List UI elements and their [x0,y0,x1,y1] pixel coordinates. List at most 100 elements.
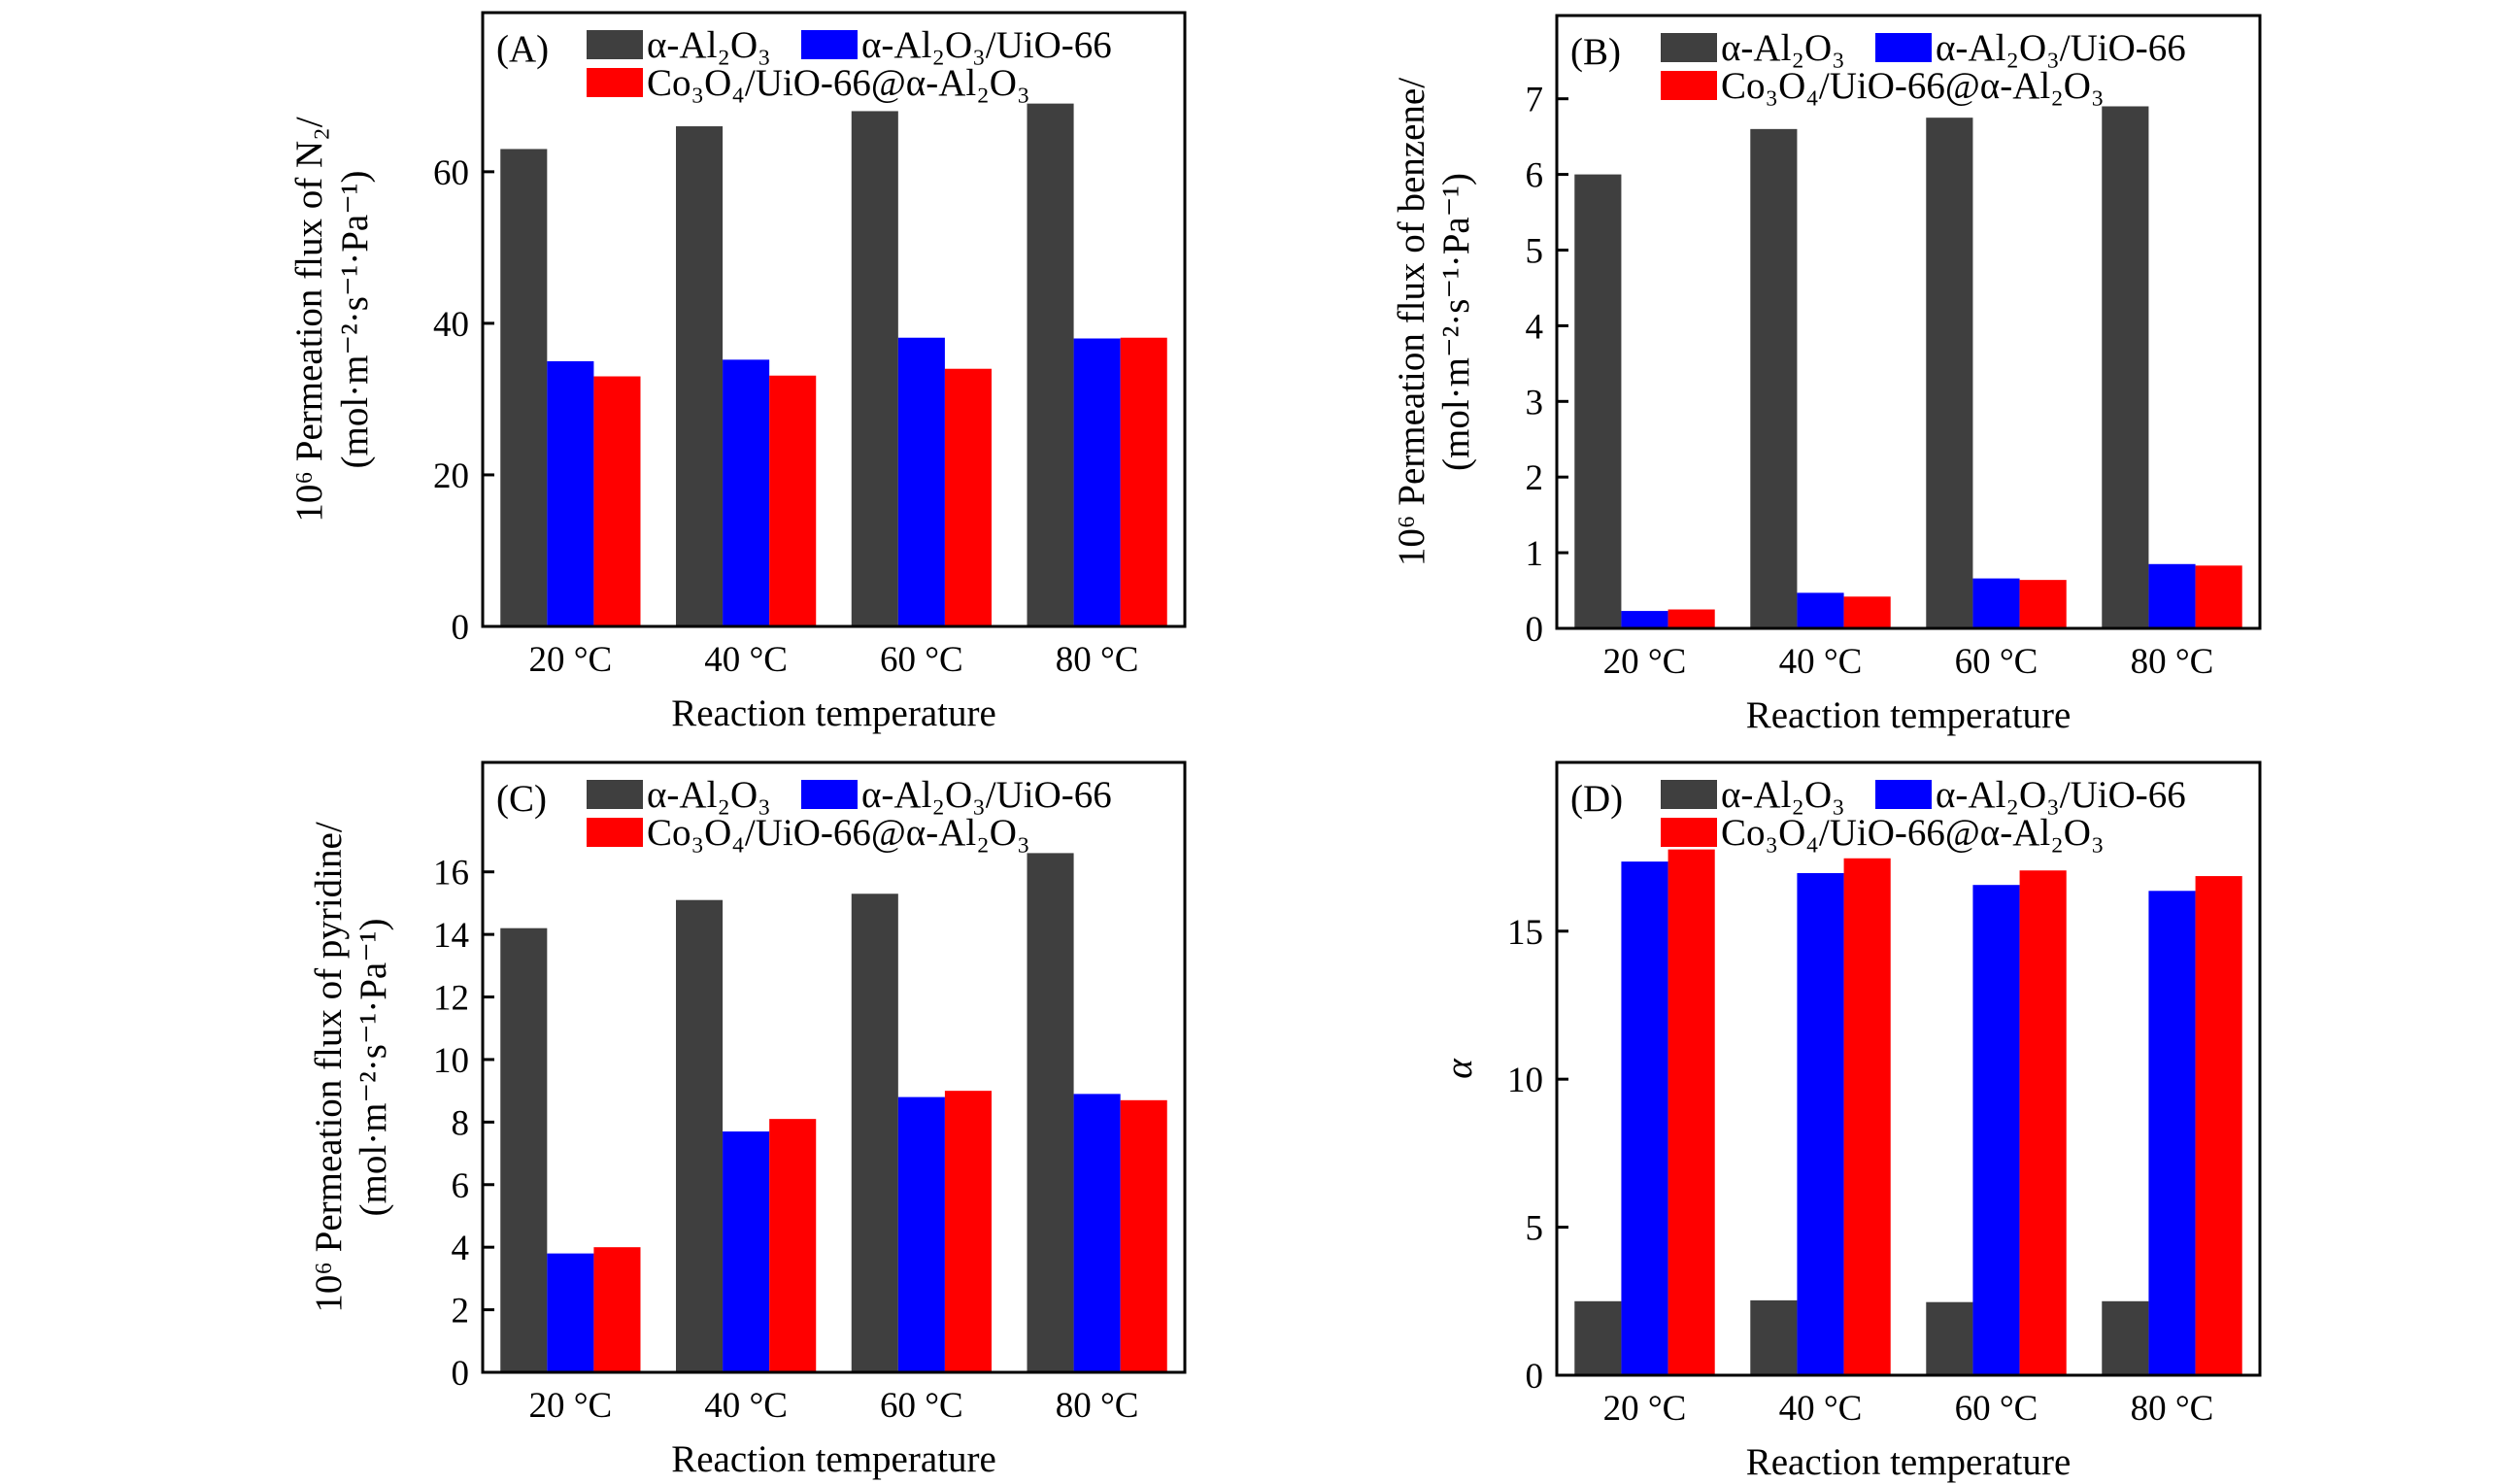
chart-panel-d: 0 5 10 15 20 °C 40 °C 60 °C 80 °C Reaction tempe… [1438,760,2262,1483]
bar-alpha_al2o3_uio66-3 [2148,891,2196,1375]
y-tick-label: 60 [433,153,469,193]
legend: α-Al₂O₃ α-Al₂O₃/UiO-66Co₃O₄/UiO-66@α-Al₂O… [587,774,1112,854]
bar-co3o4_uio66_al2o3-1 [1843,858,1891,1375]
legend-label-co3o4_uio66_al2o3: Co₃O₄/UiO-66@α-Al₂O₃ [647,62,1030,104]
y-axis-label: 10⁶ Permeation flux of benzene/ [1391,78,1432,566]
y-tick-label: 5 [1526,1209,1544,1249]
x-tick-label: 80 °C [2131,642,2214,682]
legend-label-alpha_al2o3: α-Al₂O₃ [1721,774,1845,816]
legend-label-alpha_al2o3_uio66: α-Al₂O₃/UiO-66 [861,24,1112,66]
chart-panel-a: 0 20 40 60 20 °C 40 °C 60 °C 80 °C Reaction temp… [288,11,1187,734]
bar-alpha_al2o3_uio66-1 [1797,873,1844,1375]
y-tick-label: 3 [1526,383,1544,422]
bar-co3o4_uio66_al2o3-0 [1668,849,1715,1375]
bar-alpha_al2o3_uio66-2 [1972,578,2020,628]
x-tick-label: 80 °C [2131,1389,2214,1429]
y-axis-label: (mol·m⁻²·s⁻¹·Pa⁻¹) [334,171,376,469]
bar-alpha_al2o3_uio66-2 [897,337,945,626]
legend-swatch-co3o4_uio66_al2o3 [1661,818,1717,847]
bar-co3o4_uio66_al2o3-3 [1120,337,1167,626]
legend-label-co3o4_uio66_al2o3: Co₃O₄/UiO-66@α-Al₂O₃ [1721,65,2105,107]
bar-co3o4_uio66_al2o3-0 [593,376,641,626]
y-tick-label: 1 [1526,534,1544,574]
x-axis-label: Reaction temperature [671,1438,996,1480]
bar-alpha_al2o3-2 [1926,1301,1973,1375]
legend-swatch-alpha_al2o3 [587,30,643,59]
x-tick-label: 80 °C [1056,640,1139,680]
bar-alpha_al2o3-3 [1027,853,1074,1372]
legend: α-Al₂O₃ α-Al₂O₃/UiO-66Co₃O₄/UiO-66@α-Al₂O… [587,24,1112,104]
y-tick-label: 14 [433,916,469,956]
chart-panel-b: 0 1 2 3 4 5 6 7 20 °C 40 °C 60 °C 80 °C Reaction tem… [1391,14,2262,736]
x-tick-label: 40 °C [1779,642,1863,682]
legend-swatch-alpha_al2o3 [587,780,643,809]
y-tick-label: 10 [433,1041,469,1081]
legend: α-Al₂O₃ α-Al₂O₃/UiO-66Co₃O₄/UiO-66@α-Al₂O… [1661,774,2186,854]
x-tick-label: 80 °C [1056,1386,1139,1426]
x-tick-label: 20 °C [529,640,613,680]
bar-alpha_al2o3-2 [851,111,898,626]
bar-alpha_al2o3-3 [1027,103,1074,626]
x-tick-label: 20 °C [1603,1389,1687,1429]
panel-label: (B) [1570,31,1621,73]
x-tick-label: 60 °C [880,1386,963,1426]
x-tick-label: 60 °C [880,640,963,680]
legend-label-alpha_al2o3: α-Al₂O₃ [647,774,771,816]
legend-swatch-co3o4_uio66_al2o3 [587,818,643,847]
chart-panel-c: 0 2 4 6 8 10 12 14 16 20 °C 40 °C 60 °C 80 °C Reactio… [308,760,1187,1480]
bar-alpha_al2o3_uio66-0 [1621,611,1668,628]
bar-co3o4_uio66_al2o3-3 [1120,1099,1167,1372]
y-tick-label: 0 [452,1354,470,1394]
y-tick-label: 20 [433,456,469,496]
y-tick-label: 10 [1507,1061,1543,1100]
legend-swatch-alpha_al2o3 [1661,780,1717,809]
legend-swatch-alpha_al2o3 [1661,33,1717,62]
bar-co3o4_uio66_al2o3-2 [944,1091,992,1372]
bar-alpha_al2o3-1 [676,899,724,1372]
bar-alpha_al2o3-1 [676,126,724,626]
x-tick-label: 40 °C [704,640,788,680]
bar-alpha_al2o3_uio66-2 [897,1096,945,1372]
legend: α-Al₂O₃ α-Al₂O₃/UiO-66Co₃O₄/UiO-66@α-Al₂O… [1661,27,2186,107]
bar-co3o4_uio66_al2o3-2 [944,368,992,626]
bar-alpha_al2o3-0 [500,928,548,1372]
bar-alpha_al2o3-1 [1750,128,1798,628]
bar-alpha_al2o3_uio66-3 [1073,338,1121,626]
y-axis-label: 10⁶ Permeation flux of N₂/ [288,117,330,522]
legend-swatch-alpha_al2o3_uio66 [801,780,858,809]
x-tick-label: 60 °C [1955,642,2038,682]
bar-alpha_al2o3_uio66-0 [547,360,594,626]
bar-co3o4_uio66_al2o3-3 [2195,565,2242,628]
bar-alpha_al2o3_uio66-2 [1972,885,2020,1375]
y-tick-label: 6 [452,1166,470,1206]
legend-label-alpha_al2o3_uio66: α-Al₂O₃/UiO-66 [1936,27,2186,69]
y-tick-label: 16 [433,854,469,894]
bar-co3o4_uio66_al2o3-3 [2195,876,2242,1375]
legend-swatch-co3o4_uio66_al2o3 [1661,71,1717,100]
y-tick-label: 15 [1507,913,1543,953]
x-tick-label: 60 °C [1955,1389,2038,1429]
bar-alpha_al2o3_uio66-1 [1797,592,1844,628]
axes-frame [481,11,1187,628]
bar-co3o4_uio66_al2o3-1 [769,375,817,626]
bar-alpha_al2o3-1 [1750,1299,1798,1375]
bar-alpha_al2o3_uio66-1 [723,359,770,626]
x-tick-label: 40 °C [704,1386,788,1426]
legend-label-co3o4_uio66_al2o3: Co₃O₄/UiO-66@α-Al₂O₃ [1721,812,2105,854]
x-tick-label: 20 °C [1603,642,1687,682]
bar-co3o4_uio66_al2o3-2 [2019,870,2067,1375]
bar-alpha_al2o3_uio66-3 [2148,563,2196,628]
panel-label: (C) [496,778,547,820]
x-axis-label: Reaction temperature [1746,694,2072,736]
legend-label-co3o4_uio66_al2o3: Co₃O₄/UiO-66@α-Al₂O₃ [647,812,1030,854]
legend-swatch-alpha_al2o3_uio66 [1875,780,1932,809]
y-tick-label: 4 [452,1229,470,1268]
legend-label-alpha_al2o3_uio66: α-Al₂O₃/UiO-66 [1936,774,2186,816]
bar-co3o4_uio66_al2o3-1 [769,1119,817,1372]
y-tick-label: 0 [1526,610,1544,650]
x-axis-label: Reaction temperature [1746,1441,2072,1483]
legend-swatch-co3o4_uio66_al2o3 [587,68,643,97]
bar-alpha_al2o3_uio66-1 [723,1131,770,1372]
bar-alpha_al2o3_uio66-3 [1073,1094,1121,1372]
